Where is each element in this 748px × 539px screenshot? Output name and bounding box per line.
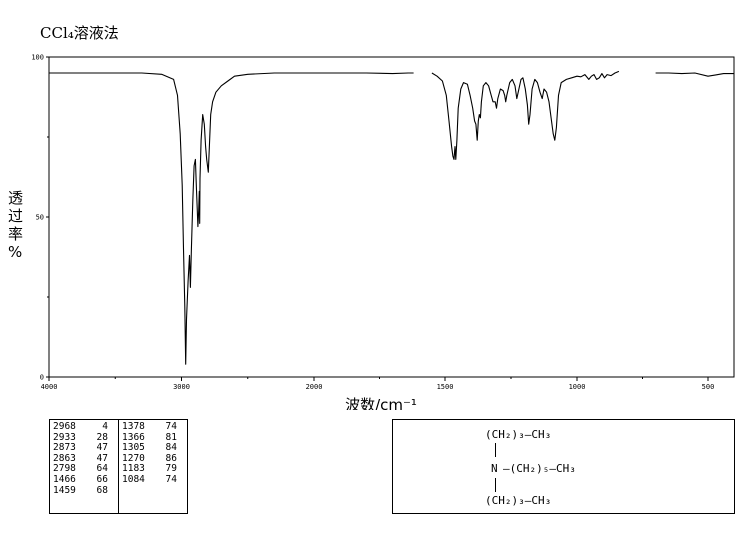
peak-transmittance: 86 [165, 452, 177, 464]
peak-table: 2968 4 2933 28 2873 47 2863 47 2798 64 1466 66 1459 6… [49, 419, 188, 514]
peak-transmittance: 64 [96, 463, 108, 475]
peak-wavenumber: 1305 [122, 442, 145, 454]
peak-transmittance: 47 [96, 452, 108, 464]
peak-wavenumber: 1466 [53, 473, 76, 485]
peak-transmittance: 74 [165, 473, 177, 485]
peak-table-row: 2863 47 [53, 452, 118, 465]
spectrum-line [655, 72, 734, 77]
peak-wavenumber: 1459 [53, 484, 76, 496]
y-axis-title-char: 过 [8, 207, 23, 225]
peak-wavenumber: 2933 [53, 431, 76, 443]
x-tick-label: 4000 [41, 383, 58, 391]
peak-table-row: 2968 4 [53, 421, 118, 433]
peak-transmittance: 74 [165, 421, 177, 432]
structure-nitrogen: N [491, 462, 498, 475]
peak-table-row: 1084 74 [122, 473, 187, 486]
ir-spectrum-chart: 4000 3000 2000 1500 1000 500 0 50 100 波数/cm⁻¹ 透过率% [8, 54, 735, 410]
x-tick-label: 3000 [173, 383, 190, 391]
y-tick-label: 100 [31, 54, 44, 62]
peak-table-row: 1366 81 [122, 431, 187, 444]
x-tick-label: 2000 [306, 383, 323, 391]
peak-wavenumber: 2968 [53, 421, 76, 432]
structure-bond-bottom [495, 478, 496, 492]
peak-wavenumber: 1366 [122, 431, 145, 443]
plot-frame [48, 56, 735, 378]
peak-table-column: 2968 4 2933 28 2873 47 2863 47 2798 64 1466 66 1459 6… [50, 420, 118, 513]
peak-transmittance: 81 [165, 431, 177, 443]
peak-wavenumber: 1270 [122, 452, 145, 464]
peak-table-row: 2798 64 [53, 464, 118, 475]
peak-table-row: 1378 74 [122, 421, 187, 433]
x-tick-label: 1500 [437, 383, 454, 391]
peak-table-row: 1270 86 [122, 452, 187, 465]
peak-transmittance: 84 [165, 442, 177, 454]
peak-table-row: 1305 84 [122, 443, 187, 454]
peak-transmittance: 68 [96, 484, 108, 496]
peak-transmittance: 66 [96, 473, 108, 485]
x-tick-label: 1000 [569, 383, 586, 391]
spectrum-line [49, 72, 414, 365]
x-tick-label: 500 [702, 383, 715, 391]
structure-middle-group: —(CH₂)₅—CH₃ [503, 462, 576, 475]
y-tick-label: 0 [40, 374, 44, 382]
peak-table-row: 1183 79 [122, 464, 187, 475]
peak-table-row: 1459 68 [53, 484, 118, 497]
peak-wavenumber: 1084 [122, 473, 145, 485]
y-axis-title-char: % [8, 243, 22, 261]
peak-table-row: 2873 47 [53, 443, 118, 454]
peak-transmittance: 79 [165, 463, 177, 475]
structure-box: (CH₂)₃—CH₃ N —(CH₂)₅—CH₃ (CH₂)₃—CH₃ [392, 419, 735, 514]
y-axis-title-char: 透 [8, 189, 23, 207]
peak-table-column: 1378 74 1366 81 1305 84 1270 86 1183 79 1084 74 [118, 420, 187, 513]
x-axis-title: 波数/cm⁻¹ [345, 396, 417, 410]
y-axis-title: 透过率% [8, 189, 23, 261]
y-axis-title-char: 率 [8, 225, 23, 243]
spectrum-line [431, 70, 620, 160]
peak-wavenumber: 2873 [53, 442, 76, 454]
peak-wavenumber: 2863 [53, 452, 76, 464]
peak-table-row: 1466 66 [53, 473, 118, 486]
peak-transmittance: 4 [102, 421, 108, 432]
peak-wavenumber: 1183 [122, 463, 145, 475]
peak-wavenumber: 2798 [53, 463, 76, 475]
structure-bond-top [495, 443, 496, 457]
structure-top-group: (CH₂)₃—CH₃ [485, 428, 552, 441]
y-tick-label: 50 [36, 214, 44, 222]
peak-transmittance: 28 [96, 431, 108, 443]
structure-bottom-group: (CH₂)₃—CH₃ [485, 494, 552, 507]
solvent-label: CCl₄溶液法 [40, 24, 119, 42]
peak-transmittance: 47 [96, 442, 108, 454]
peak-wavenumber: 1378 [122, 421, 145, 432]
peak-table-row: 2933 28 [53, 431, 118, 444]
